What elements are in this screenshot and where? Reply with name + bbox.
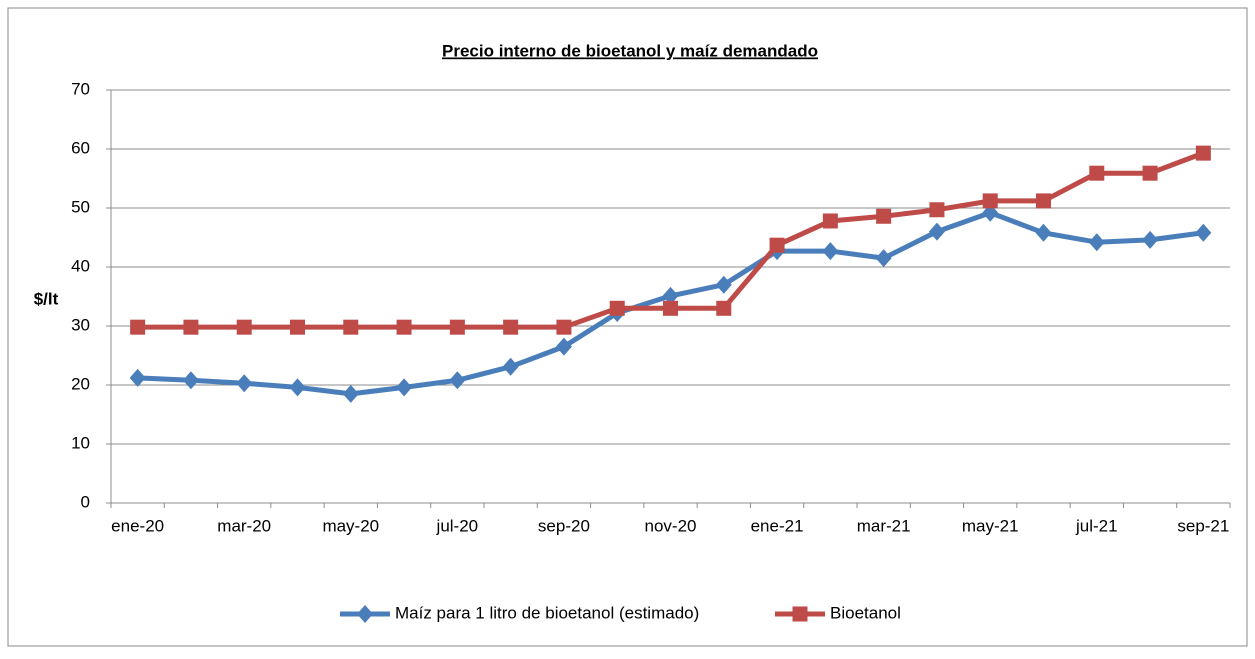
x-tick-label: nov-20 (645, 516, 697, 535)
x-tick-label: may-20 (322, 516, 379, 535)
data-point (1142, 230, 1159, 249)
data-point (609, 300, 625, 316)
data-point (663, 300, 678, 316)
data-point (875, 249, 892, 268)
data-point (769, 237, 785, 253)
data-point (1142, 165, 1158, 181)
data-point (822, 213, 838, 229)
data-point (236, 319, 252, 335)
x-tick-label: sep-21 (1177, 516, 1229, 535)
data-point (342, 384, 359, 403)
data-point (822, 242, 839, 261)
data-point (716, 300, 732, 316)
data-point (130, 319, 146, 335)
data-point (662, 286, 679, 305)
data-point (343, 319, 359, 335)
data-point (556, 319, 572, 335)
data-point (1195, 223, 1212, 242)
y-tick-label: 10 (71, 433, 90, 452)
data-point (1089, 165, 1105, 181)
data-point (449, 371, 466, 390)
data-point (396, 378, 413, 397)
y-axis-label: $/lt (34, 289, 59, 308)
y-tick-label: 0 (81, 492, 90, 511)
data-point (1036, 193, 1051, 209)
y-tick-label: 70 (71, 79, 90, 98)
data-point (555, 337, 572, 356)
data-point (289, 378, 306, 397)
x-tick-label: jul-21 (1075, 516, 1118, 535)
data-point (876, 208, 892, 224)
y-tick-label: 20 (71, 374, 90, 393)
data-point (236, 374, 253, 393)
x-tick-label: jul-20 (436, 516, 479, 535)
data-point (1088, 233, 1105, 252)
data-point (502, 357, 519, 376)
data-point (396, 319, 412, 335)
data-point (449, 319, 465, 335)
x-tick-label: ene-21 (751, 516, 804, 535)
x-tick-label: ene-20 (111, 516, 164, 535)
data-point (182, 371, 199, 390)
data-point (982, 193, 998, 209)
data-point (183, 319, 199, 335)
y-tick-label: 60 (71, 138, 90, 157)
x-tick-label: mar-20 (217, 516, 271, 535)
legend-label: Bioetanol (830, 603, 901, 622)
data-point (715, 275, 732, 294)
y-tick-label: 30 (71, 315, 90, 334)
y-tick-label: 50 (71, 197, 90, 216)
x-tick-label: mar-21 (857, 516, 911, 535)
data-point (503, 319, 519, 335)
x-tick-label: sep-20 (538, 516, 590, 535)
legend-label: Maíz para 1 litro de bioetanol (estimado… (395, 603, 699, 622)
data-point (1195, 145, 1211, 161)
chart-title: Precio interno de bioetanol y maíz deman… (442, 41, 818, 60)
data-point (928, 222, 945, 241)
data-point (1035, 223, 1052, 242)
data-point (290, 319, 305, 335)
y-tick-label: 40 (71, 256, 90, 275)
data-point (929, 202, 945, 218)
legend-marker (357, 605, 373, 623)
data-point (129, 368, 146, 387)
legend-marker (792, 606, 808, 622)
x-tick-label: may-21 (962, 516, 1019, 535)
